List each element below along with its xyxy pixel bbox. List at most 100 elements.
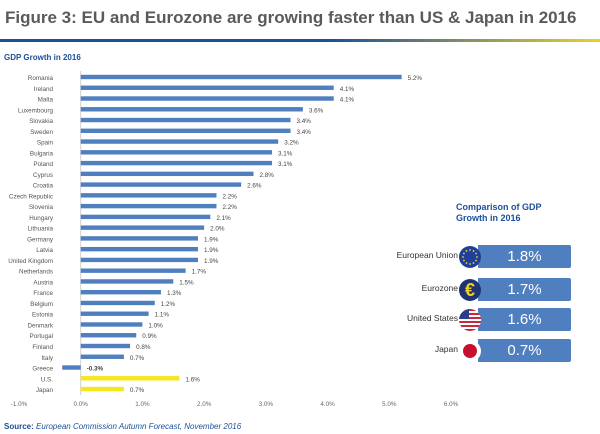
bar-chart: Romania 5.2% Ireland 4.1% Malta 4.1% Luxembour… bbox=[8, 71, 459, 408]
bar bbox=[80, 257, 198, 263]
category-label: Estonia bbox=[32, 312, 54, 319]
category-label: Japan bbox=[36, 387, 54, 394]
data-label: 1.2% bbox=[161, 301, 176, 308]
comparison-value: 1.6% bbox=[478, 308, 571, 331]
bar bbox=[80, 386, 124, 392]
bar bbox=[80, 268, 186, 273]
data-label: 2.0% bbox=[210, 226, 225, 233]
bar bbox=[80, 300, 155, 306]
title-divider bbox=[0, 39, 600, 42]
bar bbox=[80, 85, 334, 90]
category-label: Bulgaria bbox=[30, 150, 54, 157]
data-label: 1.9% bbox=[204, 247, 219, 254]
source-text: European Commission Autumn Forecast, Nov… bbox=[36, 422, 242, 431]
source-label: Source: bbox=[4, 422, 34, 431]
category-label: Portugal bbox=[30, 333, 53, 340]
category-label: Sweden bbox=[30, 129, 53, 136]
bar bbox=[80, 354, 124, 359]
x-tick-label: 1.0% bbox=[135, 401, 150, 408]
comparison-title-line1: Comparison of GDP bbox=[456, 202, 542, 212]
bar bbox=[80, 74, 402, 80]
category-label: Belgium bbox=[30, 301, 53, 308]
x-tick-label: 3.0% bbox=[259, 401, 274, 408]
category-label: Austria bbox=[33, 279, 53, 286]
x-tick-label: 6.0% bbox=[444, 401, 459, 408]
bar bbox=[80, 290, 161, 295]
category-label: Germany bbox=[27, 236, 54, 243]
japan-flag-icon bbox=[459, 340, 481, 362]
category-label: Latvia bbox=[36, 247, 53, 254]
category-label: Ireland bbox=[34, 86, 54, 93]
data-label: 3.4% bbox=[297, 118, 312, 125]
comparison-label: United States bbox=[406, 313, 458, 323]
data-label: 0.8% bbox=[136, 344, 151, 351]
eu-star bbox=[472, 262, 475, 264]
source-note: Source: European Commission Autumn Forec… bbox=[4, 422, 241, 431]
comparison-row-eu: European Union 1.8% bbox=[350, 245, 580, 269]
bar bbox=[80, 333, 137, 338]
category-label: Luxembourg bbox=[18, 107, 54, 114]
bar bbox=[80, 160, 273, 166]
data-label: 1.6% bbox=[185, 376, 200, 383]
category-label: Slovenia bbox=[29, 204, 54, 211]
eu-star bbox=[469, 249, 471, 251]
bar bbox=[80, 376, 180, 381]
data-label: 1.9% bbox=[204, 236, 219, 243]
eu-flag-icon bbox=[459, 246, 481, 268]
comparison-value: 1.8% bbox=[478, 245, 571, 268]
data-label: 0.7% bbox=[130, 387, 145, 394]
x-tick-label: 4.0% bbox=[320, 401, 335, 408]
comparison-value: 0.7% bbox=[478, 339, 571, 362]
data-label: 2.1% bbox=[216, 215, 231, 222]
data-label: 2.2% bbox=[222, 204, 237, 211]
data-label: 1.7% bbox=[192, 269, 207, 276]
category-label: Cyprus bbox=[33, 172, 53, 179]
data-label: 1.0% bbox=[148, 322, 163, 329]
comparison-label: Japan bbox=[434, 344, 458, 354]
category-label: Lithuania bbox=[27, 226, 53, 233]
bar bbox=[80, 246, 198, 252]
bar bbox=[80, 236, 198, 241]
bar bbox=[80, 311, 149, 316]
data-label: 2.2% bbox=[222, 193, 237, 200]
eu-star bbox=[475, 259, 477, 262]
bar bbox=[80, 343, 131, 349]
comparison-label: European Union bbox=[396, 250, 458, 260]
data-label: 1.1% bbox=[155, 312, 170, 319]
bar bbox=[80, 150, 273, 155]
data-label: 3.6% bbox=[309, 107, 324, 114]
bar bbox=[80, 322, 143, 327]
comparison-title-line2: Growth in 2016 bbox=[456, 213, 521, 223]
data-label: -0.3% bbox=[87, 366, 104, 373]
bar bbox=[80, 193, 217, 198]
bar bbox=[80, 279, 174, 284]
data-label: 1.5% bbox=[179, 279, 194, 286]
figure-title: Figure 3: EU and Eurozone are growing fa… bbox=[5, 8, 577, 27]
comparison-label: Eurozone bbox=[421, 283, 458, 293]
category-label: United Kingdom bbox=[8, 258, 53, 265]
comparison-row-us: United States 1.6% bbox=[350, 308, 580, 332]
bar bbox=[80, 96, 334, 101]
x-tick-label: 2.0% bbox=[197, 401, 212, 408]
data-label: 5.2% bbox=[408, 75, 423, 82]
category-label: Finland bbox=[32, 344, 53, 351]
data-label: 3.1% bbox=[278, 161, 293, 168]
data-label: 1.9% bbox=[204, 258, 219, 265]
bar bbox=[80, 171, 254, 177]
eu-star bbox=[476, 256, 478, 258]
data-label: 2.6% bbox=[247, 183, 262, 190]
chart-title: GDP Growth in 2016 bbox=[4, 53, 81, 62]
category-label: Hungary bbox=[29, 215, 54, 222]
category-label: Croatia bbox=[33, 183, 54, 190]
data-label: 1.3% bbox=[167, 290, 182, 297]
bar bbox=[80, 203, 217, 209]
data-label: 0.7% bbox=[130, 355, 145, 362]
category-label: France bbox=[33, 290, 53, 297]
eu-star bbox=[463, 259, 465, 262]
x-tick-label: 5.0% bbox=[382, 401, 397, 408]
category-label: Greece bbox=[32, 366, 53, 373]
data-label: 4.1% bbox=[340, 97, 355, 104]
data-label: 3.2% bbox=[284, 140, 299, 147]
comparison-title: Comparison of GDP Growth in 2016 bbox=[456, 202, 542, 224]
category-label: Denmark bbox=[27, 322, 53, 329]
